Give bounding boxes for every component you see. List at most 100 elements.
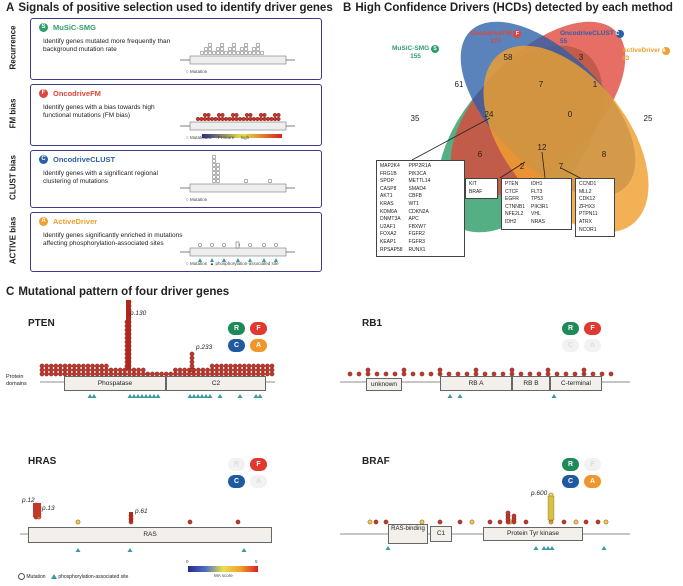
domain-box: unknown xyxy=(366,378,402,391)
domain-box: RAS-binding xyxy=(388,524,428,544)
panel-b-title: B High Confidence Drivers (HCDs) detected… xyxy=(343,2,673,14)
method-badge-f: F xyxy=(584,322,601,335)
gene-list-column: PPP2R1A PIK3CA METTL14 SMAD4 CBFB WT1 CDKN2A AP… xyxy=(409,163,432,254)
method-badge: C xyxy=(39,155,48,164)
gene-name: VHL xyxy=(531,211,541,218)
method-box-music-smg: S MuSiC-SMG Identify genes mutated more fr… xyxy=(30,18,322,80)
venn-count: 35 xyxy=(410,114,420,123)
method-badge-c: C xyxy=(562,475,579,488)
method-mini-track xyxy=(180,241,295,262)
gene-title-rb1: RB1 xyxy=(362,318,383,329)
method-mini-track xyxy=(180,113,295,138)
triangle-icon xyxy=(50,574,57,579)
gene-name: NFE2L2 xyxy=(505,211,524,218)
method-badge: A xyxy=(39,217,48,226)
peak-label: p.13 xyxy=(42,505,55,512)
method-legend: ○ Mutation xyxy=(186,69,208,74)
gene-list-box: KIT BRAF xyxy=(465,178,498,200)
method-badge-f: F xyxy=(250,322,267,335)
gene-name: IDH2 xyxy=(505,218,517,225)
venn-count: 7 xyxy=(558,162,564,171)
peak-label: p.12 xyxy=(22,497,35,504)
gene-list-box: CCND1 MLL2 CDK12 ZFHX3 PTPN11 ATRX NCOR1 xyxy=(575,178,615,238)
axis-label: FM bias xyxy=(8,98,18,129)
method-badge-c: C xyxy=(562,339,579,352)
gene-name: PIK3R1 xyxy=(531,203,549,210)
method-name: ActiveDriver xyxy=(53,217,98,226)
gene-list-box: PTEN CTCF EGFR CTNNB1 NFE2L2 IDH2 IDH1 FLT3 TP53… xyxy=(501,178,572,230)
legend-mutation: Mutation phosphorylation-associated site xyxy=(18,573,128,580)
gene-list-column: IDH1 FLT3 TP53 PIK3R1 VHL NRAS xyxy=(531,181,548,227)
gene-name: PPP2R1A xyxy=(408,163,432,169)
gene-name: EGFR xyxy=(505,196,519,203)
panel-c-title: C Mutational pattern of four driver genes xyxy=(6,286,230,298)
domain-box: Phospatase xyxy=(64,376,166,391)
gene-name: FRG1B xyxy=(380,170,397,177)
domain-box: RB B xyxy=(512,376,550,391)
gene-name: PTPN11 xyxy=(579,211,598,218)
venn-count: 24 xyxy=(484,110,494,119)
gene-name: PIK3CA xyxy=(408,170,427,177)
gene-list-column: MAP2K4 FRG1B SPOP CASP8 AKT1 KRAS KDM6A DNMT3A U… xyxy=(380,163,403,254)
panel-a-title: A Signals of positive selection used to i… xyxy=(6,2,333,14)
method-box-activedriver: A ActiveDriver Identify genes significantl… xyxy=(30,212,322,272)
gene-name: CCND1 xyxy=(579,181,597,187)
gene-name: KEAP1 xyxy=(380,238,397,245)
venn-count: 1 xyxy=(592,80,598,89)
method-badge-f: F xyxy=(250,458,267,471)
gene-name: FOXA2 xyxy=(380,231,397,238)
protein-domains-label: Protein domains xyxy=(6,374,27,387)
method-badge-a: A xyxy=(250,475,267,488)
venn-label-oncodriveclust: OncodriveCLUST C 55 xyxy=(560,30,624,46)
domain-box: C2 xyxy=(166,376,266,391)
method-badge: F xyxy=(39,89,48,98)
gene-name: CTCF xyxy=(505,188,519,195)
venn-count: 0 xyxy=(567,110,573,119)
method-mini-track xyxy=(180,154,295,193)
domain-box: RB A xyxy=(440,376,512,391)
method-name: OncodriveCLUST xyxy=(53,155,116,164)
gene-name: ATRX xyxy=(579,218,592,225)
gene-name: CDKN2A xyxy=(408,208,429,215)
venn-count: 8 xyxy=(601,150,607,159)
venn-label-music: MuSiC-SMG S 155 xyxy=(392,45,440,61)
venn-count: 25 xyxy=(643,114,653,123)
method-legend: ○ Mutation xyxy=(186,135,208,140)
method-badge: S xyxy=(39,23,48,32)
gene-name: AKT1 xyxy=(380,193,393,200)
gene-title-pten: PTEN xyxy=(28,318,55,329)
gene-name: ZFHX3 xyxy=(579,203,595,210)
domain-box: RAS xyxy=(28,527,272,543)
method-badge-f: F xyxy=(584,458,601,471)
gene-name: APC xyxy=(408,216,419,223)
method-description: Identify genes mutated more frequently t… xyxy=(43,38,171,53)
method-badge-r: R xyxy=(228,458,245,471)
gene-name: NCOR1 xyxy=(579,226,597,233)
venn-count: 3 xyxy=(578,53,584,62)
peak-label: p.61 xyxy=(135,508,148,515)
venn-count: 58 xyxy=(503,53,513,62)
method-description: Identify genes with a bias towards high … xyxy=(43,104,155,119)
gene-name: FGFR2 xyxy=(408,231,425,238)
gene-name: TP53 xyxy=(531,196,543,203)
gene-name: WT1 xyxy=(408,200,420,207)
gene-name: MLL2 xyxy=(579,188,592,195)
method-mini-track xyxy=(180,42,295,65)
method-badge-a: A xyxy=(250,339,267,352)
gene-name: CDK12 xyxy=(579,196,596,203)
method-badge-r: R xyxy=(562,322,579,335)
method-name: MuSiC-SMG xyxy=(53,23,96,32)
gene-name: SMAD4 xyxy=(408,185,426,192)
axis-label: ACTIVE bias xyxy=(8,216,18,265)
venn-count: 6 xyxy=(477,150,483,159)
peak-label: p.600 xyxy=(531,490,548,497)
gene-list-box: MAP2K4 FRG1B SPOP CASP8 AKT1 KRAS KDM6A DNMT3A U… xyxy=(376,160,465,258)
gene-name: MAP2K4 xyxy=(380,163,400,169)
method-badge-r: R xyxy=(562,458,579,471)
gene-name: IDH1 xyxy=(531,181,543,187)
gene-name: CASP8 xyxy=(380,185,397,192)
gene-name: METTL14 xyxy=(408,178,431,185)
method-badge-c: C xyxy=(228,475,245,488)
gene-name: SPOP xyxy=(380,178,394,185)
axis-label: CLUST bias xyxy=(8,155,18,200)
